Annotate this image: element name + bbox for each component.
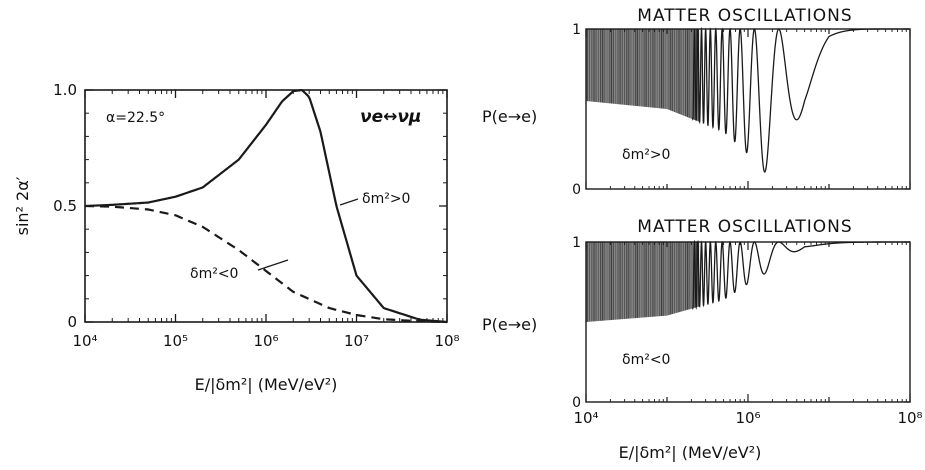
right-top-ticks: 01 (572, 22, 911, 198)
left-label-negative: δm²<0 (190, 266, 238, 282)
y-tick-label: 0 (572, 395, 581, 411)
x-tick-label: 10⁸ (897, 409, 922, 427)
right-top-title: MATTER OSCILLATIONS (637, 6, 852, 26)
right-bottom-y-label: P(e→e) (482, 315, 537, 334)
left-chart: 10⁴ 10⁵ 10⁶ 10⁷ 10⁸ 0 0.5 1.0 α=22.5° νe↔νμ δm… (13, 81, 460, 394)
left-y-tick-label: 0 (67, 313, 77, 331)
right-top-y-label: P(e→e) (482, 107, 537, 126)
right-bottom-title: MATTER OSCILLATIONS (637, 217, 852, 237)
left-y-axis-label: sin² 2α′ (13, 176, 32, 235)
resolved-oscillation-line (692, 239, 910, 311)
left-annotation-mixing-angle: α=22.5° (106, 110, 165, 126)
right-bottom-oscillation-fill (586, 242, 700, 322)
left-x-tick-label: 10⁵ (163, 332, 188, 350)
right-bottom-x-axis-label: E/|δm²| (MeV/eV²) (619, 443, 762, 462)
right-bottom-ticks: 10⁴ 10⁶ 10⁸ 0 1 (572, 235, 922, 427)
y-tick-label: 1 (572, 22, 581, 38)
right-bottom-oscillation-curve (692, 239, 910, 311)
left-x-axis-label: E/|δm²| (MeV/eV²) (195, 375, 338, 394)
left-series-positive-line (84, 89, 448, 324)
left-annotation-channel: νe↔νμ (360, 107, 421, 127)
left-y-tick-label: 0.5 (53, 197, 77, 215)
right-top-annotation: δm²>0 (622, 147, 670, 163)
left-label-negative-pointer (257, 259, 289, 271)
left-label-positive-pointer (339, 198, 359, 206)
right-top-oscillation-curve (692, 26, 910, 173)
left-x-tick-label: 10⁴ (72, 332, 97, 350)
left-label-positive: δm²>0 (362, 191, 410, 207)
x-tick-label: 10⁴ (573, 409, 598, 427)
right-top-chart: MATTER OSCILLATIONS 01 P(e→e) δm²>0 (482, 6, 911, 198)
left-series-layer (84, 89, 448, 324)
y-tick-label: 1 (572, 235, 581, 251)
right-top-oscillation-fill (586, 29, 700, 122)
resolved-oscillation-line (692, 26, 910, 173)
left-x-tick-label: 10⁷ (344, 332, 369, 350)
left-x-ticks: 10⁴ 10⁵ 10⁶ 10⁷ 10⁸ (72, 90, 460, 350)
left-x-tick-label: 10⁶ (253, 332, 278, 350)
y-tick-label: 0 (572, 182, 581, 198)
x-tick-label: 10⁶ (735, 409, 760, 427)
left-x-tick-label: 10⁸ (434, 332, 459, 350)
left-series-negative-line (84, 204, 448, 324)
right-bottom-chart: MATTER OSCILLATIONS 10⁴ 10⁶ 10⁸ 0 1 P(e→e) δ… (482, 217, 923, 462)
left-y-ticks: 0 0.5 1.0 (53, 81, 447, 331)
left-y-tick-label: 1.0 (53, 81, 77, 99)
right-bottom-annotation: δm²<0 (622, 352, 670, 368)
